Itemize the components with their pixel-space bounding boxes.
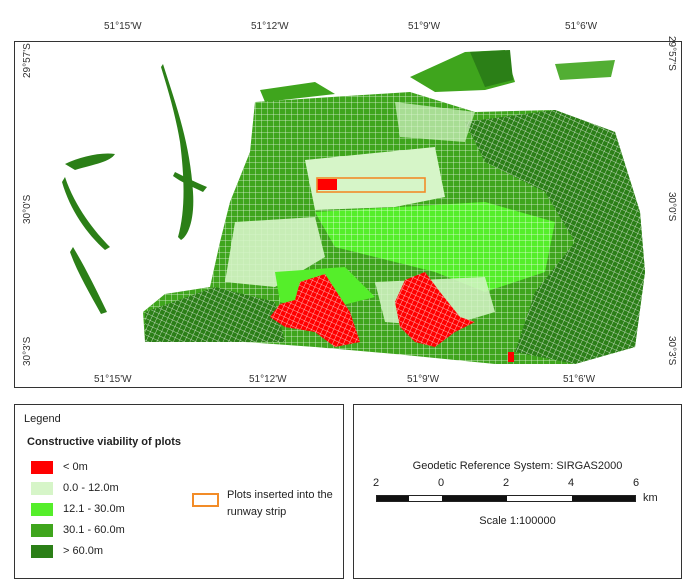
legend-label: 30.1 - 60.0m: [63, 524, 125, 536]
lon-label-top-2: 51°12'W: [251, 21, 289, 32]
legend-label: < 0m: [63, 461, 88, 473]
legend-label: > 60.0m: [63, 545, 104, 557]
scale-bar-segment: [442, 496, 507, 501]
map-canvas[interactable]: [15, 42, 683, 389]
crs-label: Geodetic Reference System: SIRGAS2000: [412, 460, 623, 472]
legend-swatch-medium-green: [31, 524, 53, 537]
scale-bar-segment: [409, 496, 442, 501]
island-plots: [62, 64, 207, 314]
legend-subtitle: Constructive viability of plots: [27, 436, 182, 448]
scale-tick-label: 0: [437, 477, 445, 489]
scale-bar-segment: [572, 496, 635, 501]
legend-runway-swatch: [192, 493, 219, 507]
scale-unit-label: km: [643, 492, 658, 504]
lat-label-left-1: 29°57'S: [22, 43, 33, 78]
lat-label-left-2: 30°0'S: [22, 194, 33, 224]
scale-ratio-label: Scale 1:100000: [479, 515, 556, 527]
legend-title: Legend: [24, 413, 61, 425]
lon-label-top-1: 51°15'W: [104, 21, 142, 32]
legend-label: 0.0 - 12.0m: [63, 482, 119, 494]
legend-swatch-bright-green: [31, 503, 53, 516]
lon-label-bottom-2: 51°12'W: [249, 374, 287, 385]
lat-label-right-3: 30°3'S: [666, 336, 677, 366]
scale-tick-label: 2: [502, 477, 510, 489]
runway-strip-outline: [316, 177, 426, 193]
legend-swatch-light-green: [31, 482, 53, 495]
urban-plots: [143, 92, 645, 364]
lon-label-top-3: 51°9'W: [408, 21, 441, 32]
map-frame[interactable]: [14, 41, 682, 388]
lon-label-bottom-4: 51°6'W: [563, 374, 596, 385]
lon-label-top-4: 51°6'W: [565, 21, 598, 32]
lon-label-bottom-3: 51°9'W: [407, 374, 440, 385]
scale-tick-label: 6: [632, 477, 640, 489]
scale-bar: [376, 495, 636, 502]
northern-plots: [260, 50, 615, 102]
legend-label: 12.1 - 30.0m: [63, 503, 125, 515]
scale-bar-segment: [507, 496, 572, 501]
scale-tick-label: 4: [567, 477, 575, 489]
scale-bar-segment: [377, 496, 409, 501]
legend-panel: Legend Constructive viability of plots <…: [14, 404, 344, 579]
runway-strip[interactable]: [316, 177, 426, 193]
legend-swatch-red: [31, 461, 53, 474]
lat-label-right-1: 29°57'S: [666, 36, 677, 71]
legend-swatch-dark-green: [31, 545, 53, 558]
scale-panel: Geodetic Reference System: SIRGAS2000 2 …: [353, 404, 682, 579]
legend-runway-label: Plots inserted into the runway strip: [227, 489, 333, 518]
lat-label-right-2: 30°0'S: [666, 192, 677, 222]
lon-label-bottom-1: 51°15'W: [94, 374, 132, 385]
scale-tick-label: 2: [372, 477, 380, 489]
lat-label-left-3: 30°3'S: [22, 336, 33, 366]
